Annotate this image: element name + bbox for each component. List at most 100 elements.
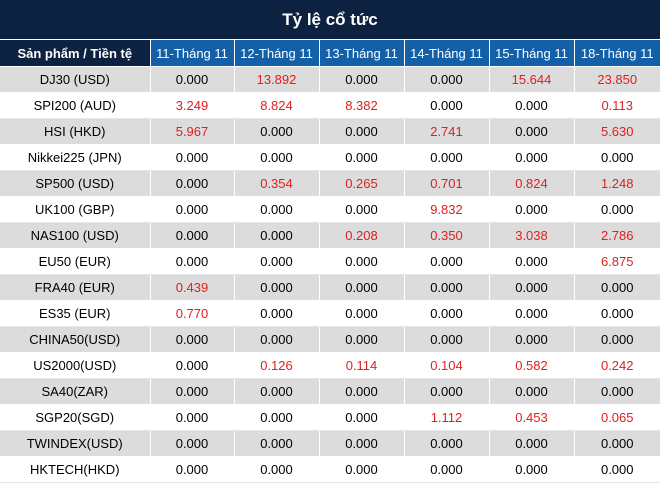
dividend-value-cell: 0.000	[403, 378, 489, 405]
dividend-value-cell: 0.000	[573, 430, 660, 457]
table-row: ES35 (EUR) 0.770 0.000 0.000 0.000 0.000 0.000	[0, 300, 660, 327]
dividend-value-cell: 5.967	[149, 118, 234, 145]
dividend-value-cell: 0.000	[403, 456, 489, 483]
product-name-cell: SA40(ZAR)	[0, 378, 150, 405]
dividend-value-cell: 0.000	[318, 196, 404, 223]
dividend-value-cell: 23.850	[573, 66, 660, 93]
dividend-value-cell: 0.114	[318, 352, 404, 379]
product-name-cell: TWINDEX(USD)	[0, 430, 150, 457]
dividend-value-cell: 0.000	[403, 92, 489, 119]
header-date: 13-Tháng 11	[318, 40, 404, 67]
header-date: 18-Tháng 11	[573, 40, 660, 67]
dividend-value-cell: 8.824	[233, 92, 319, 119]
dividend-value-cell: 0.824	[488, 170, 574, 197]
table-row: HSI (HKD) 5.967 0.000 0.000 2.741 0.000 5.630	[0, 118, 660, 145]
dividend-value-cell: 0.000	[233, 248, 319, 275]
dividend-value-cell: 0.000	[318, 274, 404, 301]
header-date: 12-Tháng 11	[233, 40, 319, 67]
dividend-value-cell: 0.000	[149, 326, 234, 353]
dividend-value-cell: 0.000	[318, 378, 404, 405]
dividend-value-cell: 0.000	[403, 144, 489, 171]
dividend-value-cell: 0.000	[149, 378, 234, 405]
table-row: NAS100 (USD) 0.000 0.000 0.208 0.350 3.038 2.7…	[0, 222, 660, 249]
dividend-value-cell: 0.000	[573, 378, 660, 405]
dividend-value-cell: 0.000	[488, 118, 574, 145]
dividend-value-cell: 1.112	[403, 404, 489, 431]
dividend-value-cell: 0.770	[149, 300, 234, 327]
dividend-value-cell: 0.000	[403, 274, 489, 301]
header-date: 14-Tháng 11	[403, 40, 489, 67]
dividend-value-cell: 0.000	[403, 248, 489, 275]
dividend-value-cell: 0.000	[233, 404, 319, 431]
product-name-cell: UK100 (GBP)	[0, 196, 150, 223]
table-title: Tỷ lệ cổ tức	[0, 0, 660, 40]
table-row: UK100 (GBP) 0.000 0.000 0.000 9.832 0.000 0.00…	[0, 196, 660, 223]
dividend-value-cell: 0.000	[318, 456, 404, 483]
dividend-value-cell: 2.786	[573, 222, 660, 249]
dividend-value-cell: 0.000	[403, 326, 489, 353]
dividend-value-cell: 0.000	[149, 430, 234, 457]
table-row: SPI200 (AUD) 3.249 8.824 8.382 0.000 0.000 0.1…	[0, 92, 660, 119]
table-row: Nikkei225 (JPN) 0.000 0.000 0.000 0.000 0.000…	[0, 144, 660, 171]
table-row: SGP20(SGD) 0.000 0.000 0.000 1.112 0.453 0.065	[0, 404, 660, 431]
product-name-cell: CHINA50(USD)	[0, 326, 150, 353]
dividend-value-cell: 0.000	[488, 248, 574, 275]
header-date: 15-Tháng 11	[488, 40, 574, 67]
dividend-value-cell: 0.000	[318, 300, 404, 327]
dividend-value-cell: 0.000	[233, 300, 319, 327]
product-name-cell: Nikkei225 (JPN)	[0, 144, 150, 171]
product-name-cell: SPI200 (AUD)	[0, 92, 150, 119]
dividend-value-cell: 0.208	[318, 222, 404, 249]
header-row: Sản phẩm / Tiền tệ 11-Tháng 11 12-Tháng …	[0, 40, 660, 67]
dividend-value-cell: 0.000	[488, 196, 574, 223]
dividend-value-cell: 0.000	[149, 196, 234, 223]
dividend-value-cell: 5.630	[573, 118, 660, 145]
table-row: TWINDEX(USD) 0.000 0.000 0.000 0.000 0.000 0.0…	[0, 430, 660, 457]
dividend-value-cell: 0.000	[233, 456, 319, 483]
dividend-value-cell: 0.000	[318, 248, 404, 275]
table-row: CHINA50(USD) 0.000 0.000 0.000 0.000 0.000 0.0…	[0, 326, 660, 353]
dividend-value-cell: 0.000	[233, 274, 319, 301]
dividend-value-cell: 0.000	[488, 378, 574, 405]
dividend-value-cell: 0.350	[403, 222, 489, 249]
dividend-value-cell: 0.000	[488, 92, 574, 119]
header-date: 11-Tháng 11	[149, 40, 234, 67]
product-name-cell: SGP20(SGD)	[0, 404, 150, 431]
dividend-value-cell: 0.000	[318, 326, 404, 353]
dividend-value-cell: 0.000	[233, 196, 319, 223]
table-row: EU50 (EUR) 0.000 0.000 0.000 0.000 0.000 6.875	[0, 248, 660, 275]
dividend-value-cell: 9.832	[403, 196, 489, 223]
dividend-value-cell: 0.000	[573, 144, 660, 171]
dividend-value-cell: 0.265	[318, 170, 404, 197]
dividend-value-cell: 0.000	[233, 430, 319, 457]
dividend-value-cell: 0.000	[318, 144, 404, 171]
dividend-value-cell: 0.126	[233, 352, 319, 379]
dividend-value-cell: 0.000	[149, 456, 234, 483]
dividend-value-cell: 0.113	[573, 92, 660, 119]
dividend-value-cell: 0.000	[149, 66, 234, 93]
dividend-value-cell: 1.248	[573, 170, 660, 197]
dividend-value-cell: 0.242	[573, 352, 660, 379]
dividend-value-cell: 0.000	[488, 456, 574, 483]
dividend-value-cell: 0.000	[318, 404, 404, 431]
table-row: SA40(ZAR) 0.000 0.000 0.000 0.000 0.000 0.000	[0, 378, 660, 405]
dividend-value-cell: 0.000	[573, 274, 660, 301]
dividend-value-cell: 0.000	[233, 222, 319, 249]
dividend-value-cell: 0.000	[573, 326, 660, 353]
dividend-value-cell: 0.065	[573, 404, 660, 431]
dividend-value-cell: 15.644	[488, 66, 574, 93]
dividend-value-cell: 0.000	[573, 196, 660, 223]
product-name-cell: SP500 (USD)	[0, 170, 150, 197]
dividend-value-cell: 0.000	[403, 66, 489, 93]
table-row: DJ30 (USD) 0.000 13.892 0.000 0.000 15.644 23.…	[0, 66, 660, 93]
dividend-value-cell: 0.000	[233, 378, 319, 405]
dividend-value-cell: 0.000	[403, 300, 489, 327]
dividend-value-cell: 6.875	[573, 248, 660, 275]
product-name-cell: FRA40 (EUR)	[0, 274, 150, 301]
dividend-value-cell: 0.000	[488, 326, 574, 353]
dividend-value-cell: 0.000	[233, 144, 319, 171]
dividend-value-cell: 0.000	[318, 66, 404, 93]
dividend-value-cell: 0.000	[149, 144, 234, 171]
dividend-value-cell: 0.000	[149, 170, 234, 197]
